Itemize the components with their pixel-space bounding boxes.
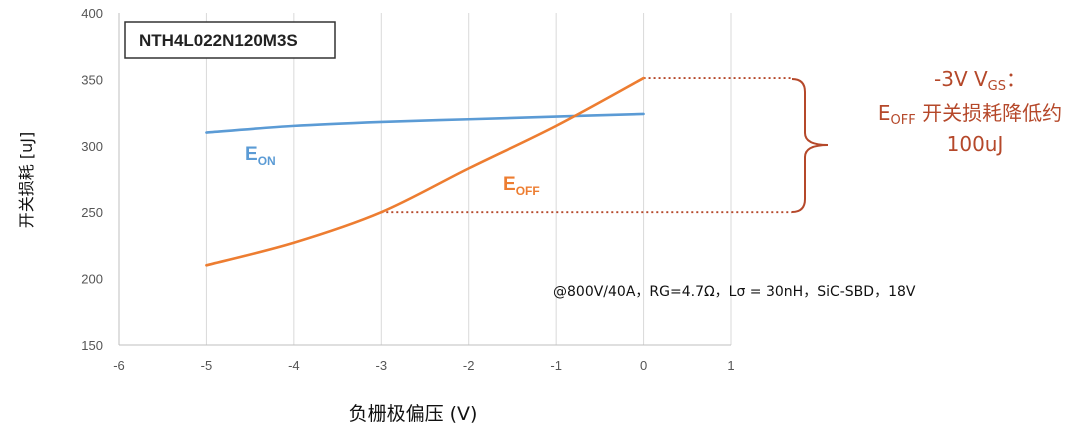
x-tick-label: -3 xyxy=(376,358,388,373)
x-tick-labels: -6 -5 -4 -3 -2 -1 0 1 xyxy=(113,358,734,373)
x-tick-label: -5 xyxy=(201,358,213,373)
series-label-eon-main: E xyxy=(245,144,258,165)
series-label-eon-sub: ON xyxy=(258,154,276,168)
y-tick-label: 250 xyxy=(81,205,103,220)
annotation-line3: 100uJ xyxy=(947,132,1004,156)
series-line-eoff xyxy=(205,76,645,267)
series-line-eon xyxy=(205,112,645,134)
y-tick-label: 150 xyxy=(81,338,103,353)
annotation-line2-sub: OFF xyxy=(891,113,916,128)
series-lines xyxy=(205,76,645,267)
x-tick-label: -6 xyxy=(113,358,125,373)
series-label-eoff: EOFF xyxy=(503,174,540,198)
annotation-line1-post: ： xyxy=(1006,67,1026,91)
x-tick-label: -1 xyxy=(550,358,562,373)
device-label: NTH4L022N120M3S xyxy=(139,31,298,50)
annotation-line2-post: 开关损耗降低约 xyxy=(916,101,1062,125)
series-label-eon: EON xyxy=(245,144,276,168)
y-axis-title: 开关损耗 [uJ] xyxy=(17,132,36,228)
annotation-line1-pre: -3V V xyxy=(934,67,988,91)
annotation-line1-sub: GS xyxy=(988,79,1006,94)
series-label-eoff-sub: OFF xyxy=(516,184,540,198)
device-label-box xyxy=(124,21,336,59)
annotation-line2: EOFF 开关损耗降低约 xyxy=(878,101,1062,128)
annotation-line1: -3V VGS： xyxy=(934,67,1026,94)
annotation-brace xyxy=(791,78,829,213)
grid xyxy=(118,13,732,346)
x-tick-label: -4 xyxy=(288,358,300,373)
x-axis-title: 负栅极偏压 (V) xyxy=(349,403,478,425)
y-tick-label: 350 xyxy=(81,72,103,87)
series-label-eoff-main: E xyxy=(503,174,516,195)
y-tick-label: 300 xyxy=(81,139,103,154)
x-tick-label: 0 xyxy=(640,358,647,373)
annotation-guides xyxy=(381,77,792,214)
test-conditions: @800V/40A，RG=4.7Ω，Lσ = 30nH，SiC-SBD，18V xyxy=(553,284,916,300)
y-tick-label: 400 xyxy=(81,6,103,21)
annotation-line2-main: E xyxy=(878,101,891,125)
y-tick-label: 200 xyxy=(81,272,103,287)
y-tick-labels: 150 200 250 300 350 400 xyxy=(81,6,103,353)
x-tick-label: 1 xyxy=(727,358,734,373)
x-tick-label: -2 xyxy=(463,358,475,373)
